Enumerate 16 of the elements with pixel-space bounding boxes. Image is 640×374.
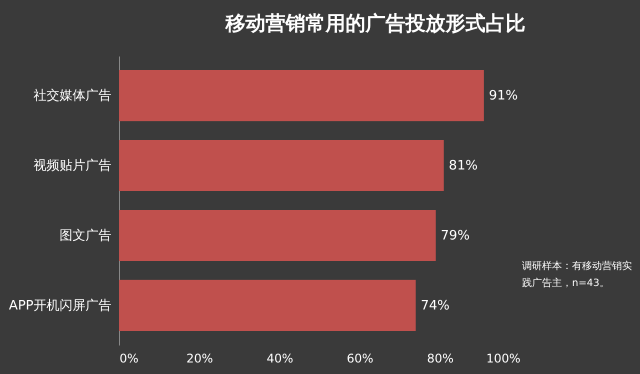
data-label: 74% bbox=[420, 298, 450, 314]
data-label: 91% bbox=[488, 88, 518, 104]
x-tick-label: 80% bbox=[426, 352, 454, 366]
x-tick-label: 40% bbox=[266, 352, 294, 366]
data-label: 81% bbox=[448, 158, 478, 174]
y-tick-label: APP开机闪屏广告 bbox=[8, 298, 112, 314]
x-tick-label: 0% bbox=[120, 352, 139, 366]
y-tick-label: 社交媒体广告 bbox=[34, 88, 112, 104]
text: 调研样本：有移动营销实践广告主，n=43。 bbox=[522, 260, 632, 291]
x-tick-label: 100% bbox=[486, 352, 520, 366]
chart-title: 移动营销常用的广告投放形式占比 bbox=[224, 11, 526, 35]
x-tick-label: 60% bbox=[346, 352, 374, 366]
x-tick-label: 20% bbox=[186, 352, 214, 366]
data-label: 79% bbox=[440, 228, 470, 244]
y-tick-label: 视频贴片广告 bbox=[34, 158, 112, 174]
y-tick-label: 图文广告 bbox=[60, 228, 112, 244]
